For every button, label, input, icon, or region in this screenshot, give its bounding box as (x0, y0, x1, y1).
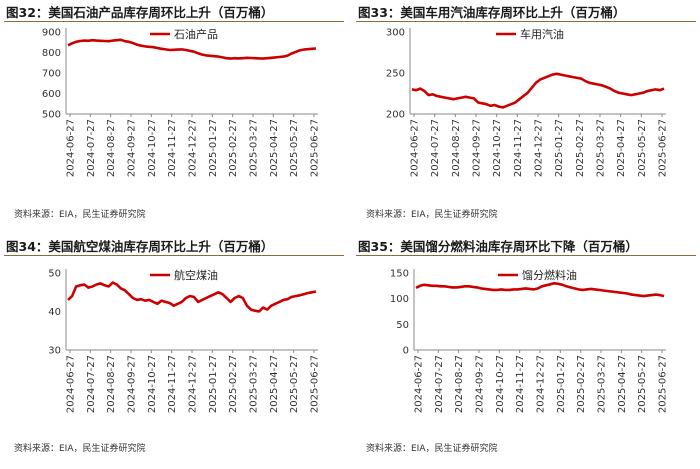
y-tick-label: 100 (390, 294, 409, 305)
x-tick-label: 2024-08-27 (454, 355, 465, 413)
x-tick-label: 2025-06-27 (658, 119, 669, 177)
x-tick-label: 2025-01-27 (208, 355, 219, 413)
x-tick-label: 2025-03-27 (597, 355, 608, 413)
x-tick-label: 2025-04-27 (617, 355, 628, 413)
source-note: 资料来源：EIA，民生证券研究院 (366, 444, 498, 454)
x-tick-label: 2024-10-27 (147, 355, 158, 413)
y-tick-label: 800 (42, 48, 61, 59)
x-tick-label: 2024-07-27 (434, 355, 445, 413)
x-tick-label: 2024-06-27 (66, 119, 77, 177)
series-line (67, 281, 317, 313)
legend-label: 馏分燃料油 (522, 268, 577, 282)
x-tick-label: 2025-01-27 (208, 119, 219, 177)
x-tick-label: 2024-06-27 (66, 355, 77, 413)
y-tick-label: 50 (48, 269, 61, 280)
x-tick-label: 2024-11-27 (167, 119, 178, 177)
series-line (67, 38, 317, 60)
x-tick-label: 2025-06-27 (310, 119, 321, 177)
x-tick-label: 2024-12-27 (534, 119, 545, 177)
y-tick-label: 50 (396, 320, 409, 331)
x-tick-label: 2025-06-27 (658, 355, 669, 413)
chart-title: 图33：美国车用汽油库存周环比上升（百万桶） (358, 5, 626, 20)
x-tick-label: 2024-11-27 (515, 355, 526, 413)
x-tick-label: 2024-09-27 (475, 355, 486, 413)
x-tick-label: 2025-03-27 (249, 355, 260, 413)
x-tick-label: 2024-07-27 (86, 355, 97, 413)
y-tick-label: 0 (403, 346, 409, 357)
x-tick-label: 2024-09-27 (472, 119, 483, 177)
line-chart: 500 600 700 800 900 2024-06-27 2024-07-27 2024-… (42, 27, 321, 177)
x-tick-label: 2024-08-27 (451, 119, 462, 177)
y-tick-label: 200 (386, 110, 405, 121)
x-tick-label: 2025-05-27 (637, 119, 648, 177)
series-line (415, 282, 665, 298)
y-tick-label: 150 (390, 269, 409, 280)
x-tick-label: 2024-10-27 (492, 119, 503, 177)
legend-label: 航空煤油 (174, 268, 218, 282)
legend-label: 石油产品 (174, 27, 218, 41)
x-tick-label: 2025-04-27 (616, 119, 627, 177)
title-divider (4, 255, 344, 256)
x-tick-label: 2025-06-27 (310, 355, 321, 413)
x-tick-label: 2025-02-27 (576, 355, 587, 413)
x-tick-label: 2024-08-27 (106, 119, 117, 177)
x-tick-label: 2024-06-27 (414, 355, 425, 413)
x-tick-label: 2024-06-27 (410, 119, 421, 177)
y-tick-label: 300 (386, 28, 405, 39)
y-tick-label: 900 (42, 28, 61, 39)
y-tick-label: 500 (42, 110, 61, 121)
chart-panel-jet-fuel: 图34：美国航空煤油库存周环比上升（百万桶） 30 40 50 2024-06-27 2… (4, 236, 348, 468)
y-tick-label: 700 (42, 69, 61, 80)
x-tick-label: 2025-02-27 (228, 119, 239, 177)
chart-title: 图35：美国馏分燃料油库存周环比下降（百万桶） (358, 239, 638, 254)
x-tick-label: 2025-01-27 (554, 119, 565, 177)
x-tick-label: 2025-03-27 (596, 119, 607, 177)
chart-panel-distillate-fuel: 图35：美国馏分燃料油库存周环比下降（百万桶） 0 50 100 150 2024-06… (356, 236, 700, 468)
x-tick-label: 2024-12-27 (536, 355, 547, 413)
x-tick-label: 2025-05-27 (637, 355, 648, 413)
x-tick-label: 2024-09-27 (127, 355, 138, 413)
y-tick-label: 40 (48, 307, 61, 318)
x-tick-label: 2024-12-27 (188, 119, 199, 177)
line-chart: 30 40 50 2024-06-27 2024-07-27 2024-08-27 2024… (48, 268, 321, 413)
title-divider (356, 21, 696, 22)
x-tick-label: 2024-11-27 (167, 355, 178, 413)
x-tick-label: 2024-10-27 (147, 119, 158, 177)
legend-label: 车用汽油 (520, 27, 564, 41)
x-tick-label: 2025-04-27 (269, 355, 280, 413)
x-tick-label: 2025-02-27 (228, 355, 239, 413)
x-tick-label: 2024-11-27 (513, 119, 524, 177)
line-chart: 0 50 100 150 2024-06-27 2024-07-27 2024-08-27 2… (390, 268, 669, 413)
x-tick-label: 2024-07-27 (86, 119, 97, 177)
y-tick-label: 250 (386, 69, 405, 80)
line-chart: 200 250 300 2024-06-27 2024-07-27 2024-08-27 2… (386, 27, 669, 177)
title-divider (4, 21, 344, 22)
chart-title: 图32：美国石油产品库存周环比上升（百万桶） (6, 5, 274, 20)
x-tick-label: 2025-05-27 (289, 119, 300, 177)
x-tick-label: 2025-03-27 (249, 119, 260, 177)
title-divider (356, 255, 696, 256)
x-tick-label: 2024-07-27 (430, 119, 441, 177)
x-tick-label: 2024-09-27 (127, 119, 138, 177)
x-tick-label: 2024-10-27 (495, 355, 506, 413)
chart-title: 图34：美国航空煤油库存周环比上升（百万桶） (6, 239, 274, 254)
x-tick-label: 2025-05-27 (289, 355, 300, 413)
chart-panel-petroleum-products: 图32：美国石油产品库存周环比上升（百万桶） 500 600 700 800 900 20… (4, 2, 348, 234)
chart-panel-motor-gasoline: 图33：美国车用汽油库存周环比上升（百万桶） 200 250 300 2024-06-… (356, 2, 700, 234)
x-tick-label: 2025-04-27 (269, 119, 280, 177)
source-note: 资料来源：EIA，民生证券研究院 (14, 444, 146, 454)
x-tick-label: 2025-02-27 (575, 119, 586, 177)
source-note: 资料来源：EIA，民生证券研究院 (366, 210, 498, 220)
y-tick-label: 600 (42, 89, 61, 100)
source-note: 资料来源：EIA，民生证券研究院 (14, 210, 146, 220)
x-tick-label: 2025-01-27 (556, 355, 567, 413)
series-line (411, 72, 665, 109)
x-tick-label: 2024-08-27 (106, 355, 117, 413)
x-tick-label: 2024-12-27 (188, 355, 199, 413)
y-tick-label: 30 (48, 346, 61, 357)
